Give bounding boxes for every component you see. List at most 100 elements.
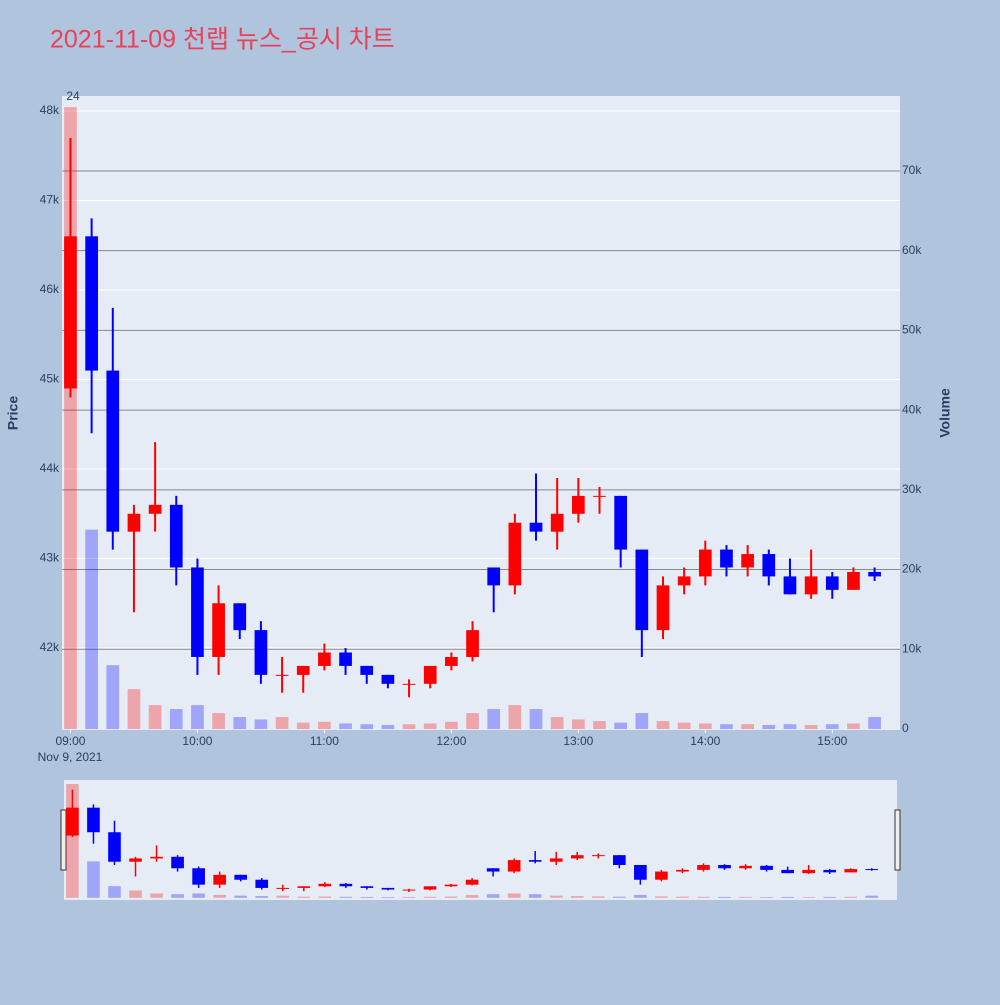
slider-volume-bar <box>844 896 858 898</box>
slider-candle-body <box>66 807 79 836</box>
slider-volume-bar <box>297 896 311 898</box>
candle-body <box>868 571 881 577</box>
candle-body <box>169 504 183 568</box>
slider-volume-bar <box>192 893 205 898</box>
volume-bar <box>720 724 733 730</box>
y2-tick-label: 30k <box>902 482 922 496</box>
candle-body <box>148 504 162 514</box>
volume-bar <box>127 689 141 730</box>
slider-candle-body <box>297 886 311 888</box>
candle-body <box>677 576 691 586</box>
slider-volume-bar <box>528 894 542 898</box>
candle-body <box>318 652 331 666</box>
candle-body <box>529 522 543 532</box>
candle-body <box>423 665 437 684</box>
y2-tick-label: 10k <box>902 641 922 655</box>
slider-candle-body <box>697 864 710 870</box>
volume-bar <box>339 723 352 730</box>
x-tick-label: 15:00 <box>817 734 847 748</box>
candle-body <box>127 513 141 532</box>
slider-volume-bar <box>486 894 500 898</box>
candle-body <box>275 674 289 676</box>
slider-volume-bar <box>613 896 626 898</box>
slider-volume-bar <box>676 896 689 898</box>
slider-volume-bar <box>255 896 269 898</box>
annotation: 24 <box>66 89 80 103</box>
candle-body <box>233 603 247 631</box>
candle-body <box>847 571 860 590</box>
slider-candle-body <box>171 856 184 869</box>
slider-volume-bar <box>171 894 184 898</box>
volume-bar <box>550 717 564 730</box>
volume-bar <box>656 721 670 730</box>
slider-candle-body <box>823 869 836 873</box>
slider-volume-bar <box>634 894 647 898</box>
slider-candle-body <box>613 855 626 865</box>
x-tick-label: 10:00 <box>182 734 212 748</box>
y2-axis-title: Volume <box>937 388 953 438</box>
candle-body <box>360 665 374 675</box>
x-tick-label: 11:00 <box>310 734 339 748</box>
slider-volume-bar <box>381 897 395 898</box>
range-slider[interactable] <box>64 780 897 900</box>
range-handle[interactable] <box>60 809 67 871</box>
slider-candle-body <box>213 874 226 885</box>
range-handle[interactable] <box>894 809 901 871</box>
slider-candle-body <box>718 864 731 869</box>
candle-body <box>487 567 501 586</box>
slider-candle-body <box>591 855 605 857</box>
slider-volume-bar <box>802 897 815 898</box>
candle-body <box>381 674 395 684</box>
slider-volume-bar <box>213 894 226 898</box>
slider-volume-bar <box>718 896 731 898</box>
volume-bar <box>212 713 225 730</box>
volume-bar <box>318 721 331 730</box>
slider-volume-bar <box>276 895 290 898</box>
candle-body <box>741 554 754 568</box>
candle-body <box>508 522 522 586</box>
slider-candle-body <box>87 807 100 833</box>
slider-candle-body <box>318 883 332 887</box>
y2-tick-label: 70k <box>902 163 922 177</box>
volume-bar <box>741 724 754 730</box>
candle-body <box>339 652 352 666</box>
slider-volume-bar <box>760 897 773 898</box>
slider-volume-bar <box>549 895 563 898</box>
volume-bar <box>360 724 374 730</box>
candle-body <box>635 549 649 631</box>
volume-bar <box>529 709 543 730</box>
volume-bar <box>783 724 797 730</box>
slider-candle-body <box>781 869 794 874</box>
slider-volume-bar <box>360 896 374 898</box>
volume-bar <box>466 713 479 730</box>
volume-bar <box>402 724 416 730</box>
y2-tick-label: 0 <box>902 721 909 735</box>
volume-bar <box>698 723 712 730</box>
slider-volume-bar <box>591 896 605 898</box>
volume-bar <box>762 725 776 730</box>
candle-body <box>825 576 839 590</box>
candle-body <box>804 576 818 595</box>
slider-volume-bar <box>129 890 142 898</box>
volume-bar <box>677 722 691 730</box>
slider-candle-body <box>150 856 163 859</box>
candle-body <box>783 576 797 595</box>
slider-candle-body <box>486 868 500 872</box>
y-tick-label: 44k <box>40 461 60 475</box>
slider-candle-body <box>549 858 563 862</box>
slider-candle-body <box>423 886 437 890</box>
slider-volume-bar <box>655 896 668 898</box>
volume-bar <box>804 725 818 730</box>
slider-candle-body <box>570 855 584 859</box>
volume-bar <box>169 709 183 730</box>
volume-bar <box>847 723 860 730</box>
slider-candle-body <box>802 869 815 874</box>
volume-bar <box>571 719 585 730</box>
candle-body <box>445 656 458 666</box>
slider-volume-bar <box>739 896 752 898</box>
volume-bar <box>614 722 628 730</box>
volume-bar <box>423 723 437 730</box>
slider-candle-body <box>276 887 290 889</box>
y-axis-title: Price <box>5 396 21 430</box>
